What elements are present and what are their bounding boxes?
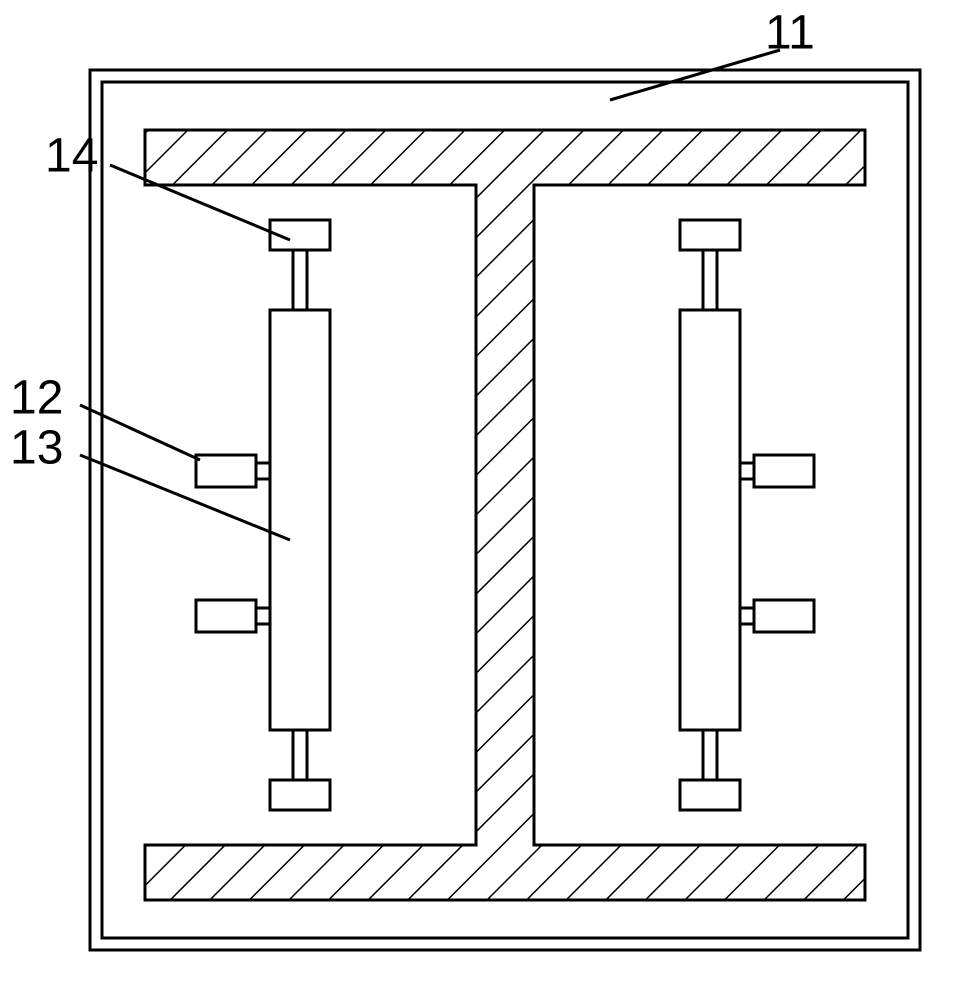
callout-label-12: 12 (10, 371, 63, 424)
callout-label-13: 13 (10, 421, 63, 474)
schematic-svg: 11 14 1213 (0, 0, 959, 1000)
callout-label-11: 11 (765, 6, 815, 59)
diagram-container: 11 14 1213 (0, 0, 959, 1000)
callout-label-14: 14 (45, 129, 98, 182)
